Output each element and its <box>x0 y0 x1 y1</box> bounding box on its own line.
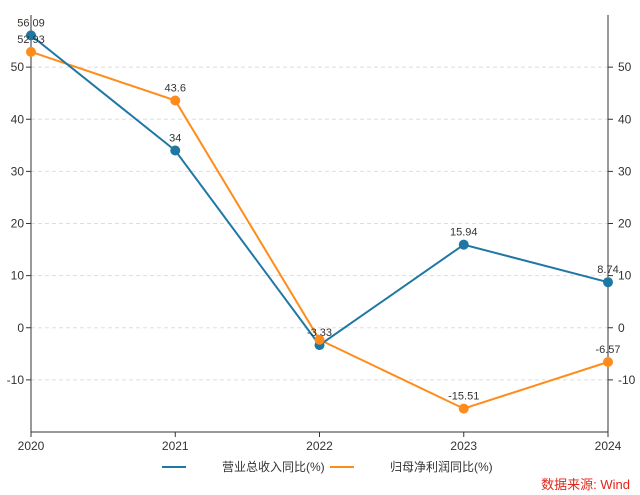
x-tick-label: 2020 <box>18 439 45 453</box>
legend-label-profit: 归母净利润同比(%) <box>390 460 493 474</box>
y-tick-label-right: -10 <box>618 373 636 387</box>
y-tick-label-right: 50 <box>618 60 632 74</box>
y-tick-label-right: 0 <box>618 321 625 335</box>
y-tick-label-right: 20 <box>618 217 632 231</box>
data-label: 56.09 <box>17 17 45 29</box>
data-label: 15.94 <box>450 227 478 239</box>
data-label: 43.6 <box>165 82 186 94</box>
data-point <box>170 95 181 106</box>
y-tick-label-right: 10 <box>618 269 632 283</box>
data-point <box>26 46 36 57</box>
legend-label-revenue: 营业总收入同比(%) <box>222 460 325 474</box>
x-tick-label: 2022 <box>306 439 333 453</box>
data-point <box>26 30 36 41</box>
data-point <box>170 145 181 156</box>
legend-item-profit[interactable]: 归母净利润同比(%) <box>330 458 493 475</box>
source-note: 数据来源: Wind <box>541 477 630 492</box>
legend-swatch-revenue <box>162 465 186 468</box>
data-point <box>458 239 469 250</box>
y-tick-label-right: 40 <box>618 112 632 126</box>
data-point <box>458 403 469 414</box>
data-label: 8.74 <box>597 264 618 276</box>
data-label: -6.57 <box>595 344 620 356</box>
y-tick-label: 50 <box>11 60 25 74</box>
y-tick-label: 40 <box>11 112 25 126</box>
y-tick-label: -10 <box>7 373 25 387</box>
x-tick-label: 2024 <box>595 439 622 453</box>
y-tick-label-right: 30 <box>618 164 632 178</box>
x-tick-label: 2021 <box>162 439 189 453</box>
legend-item-revenue[interactable]: 营业总收入同比(%) <box>162 458 325 475</box>
data-point <box>603 277 613 288</box>
y-tick-label: 30 <box>11 164 25 178</box>
data-point <box>603 356 613 367</box>
x-tick-label: 2023 <box>450 439 477 453</box>
data-label: -3.33 <box>307 327 332 339</box>
data-point <box>314 334 325 345</box>
legend-swatch-profit <box>330 465 354 468</box>
y-tick-label: 0 <box>17 321 24 335</box>
y-tick-label: 20 <box>11 217 25 231</box>
data-label: -15.51 <box>448 391 479 403</box>
data-label: 34 <box>169 133 181 145</box>
data-label: 52.93 <box>17 34 45 46</box>
legend: 营业总收入同比(%) 归母净利润同比(%) <box>0 458 640 478</box>
y-tick-label: 10 <box>11 269 25 283</box>
